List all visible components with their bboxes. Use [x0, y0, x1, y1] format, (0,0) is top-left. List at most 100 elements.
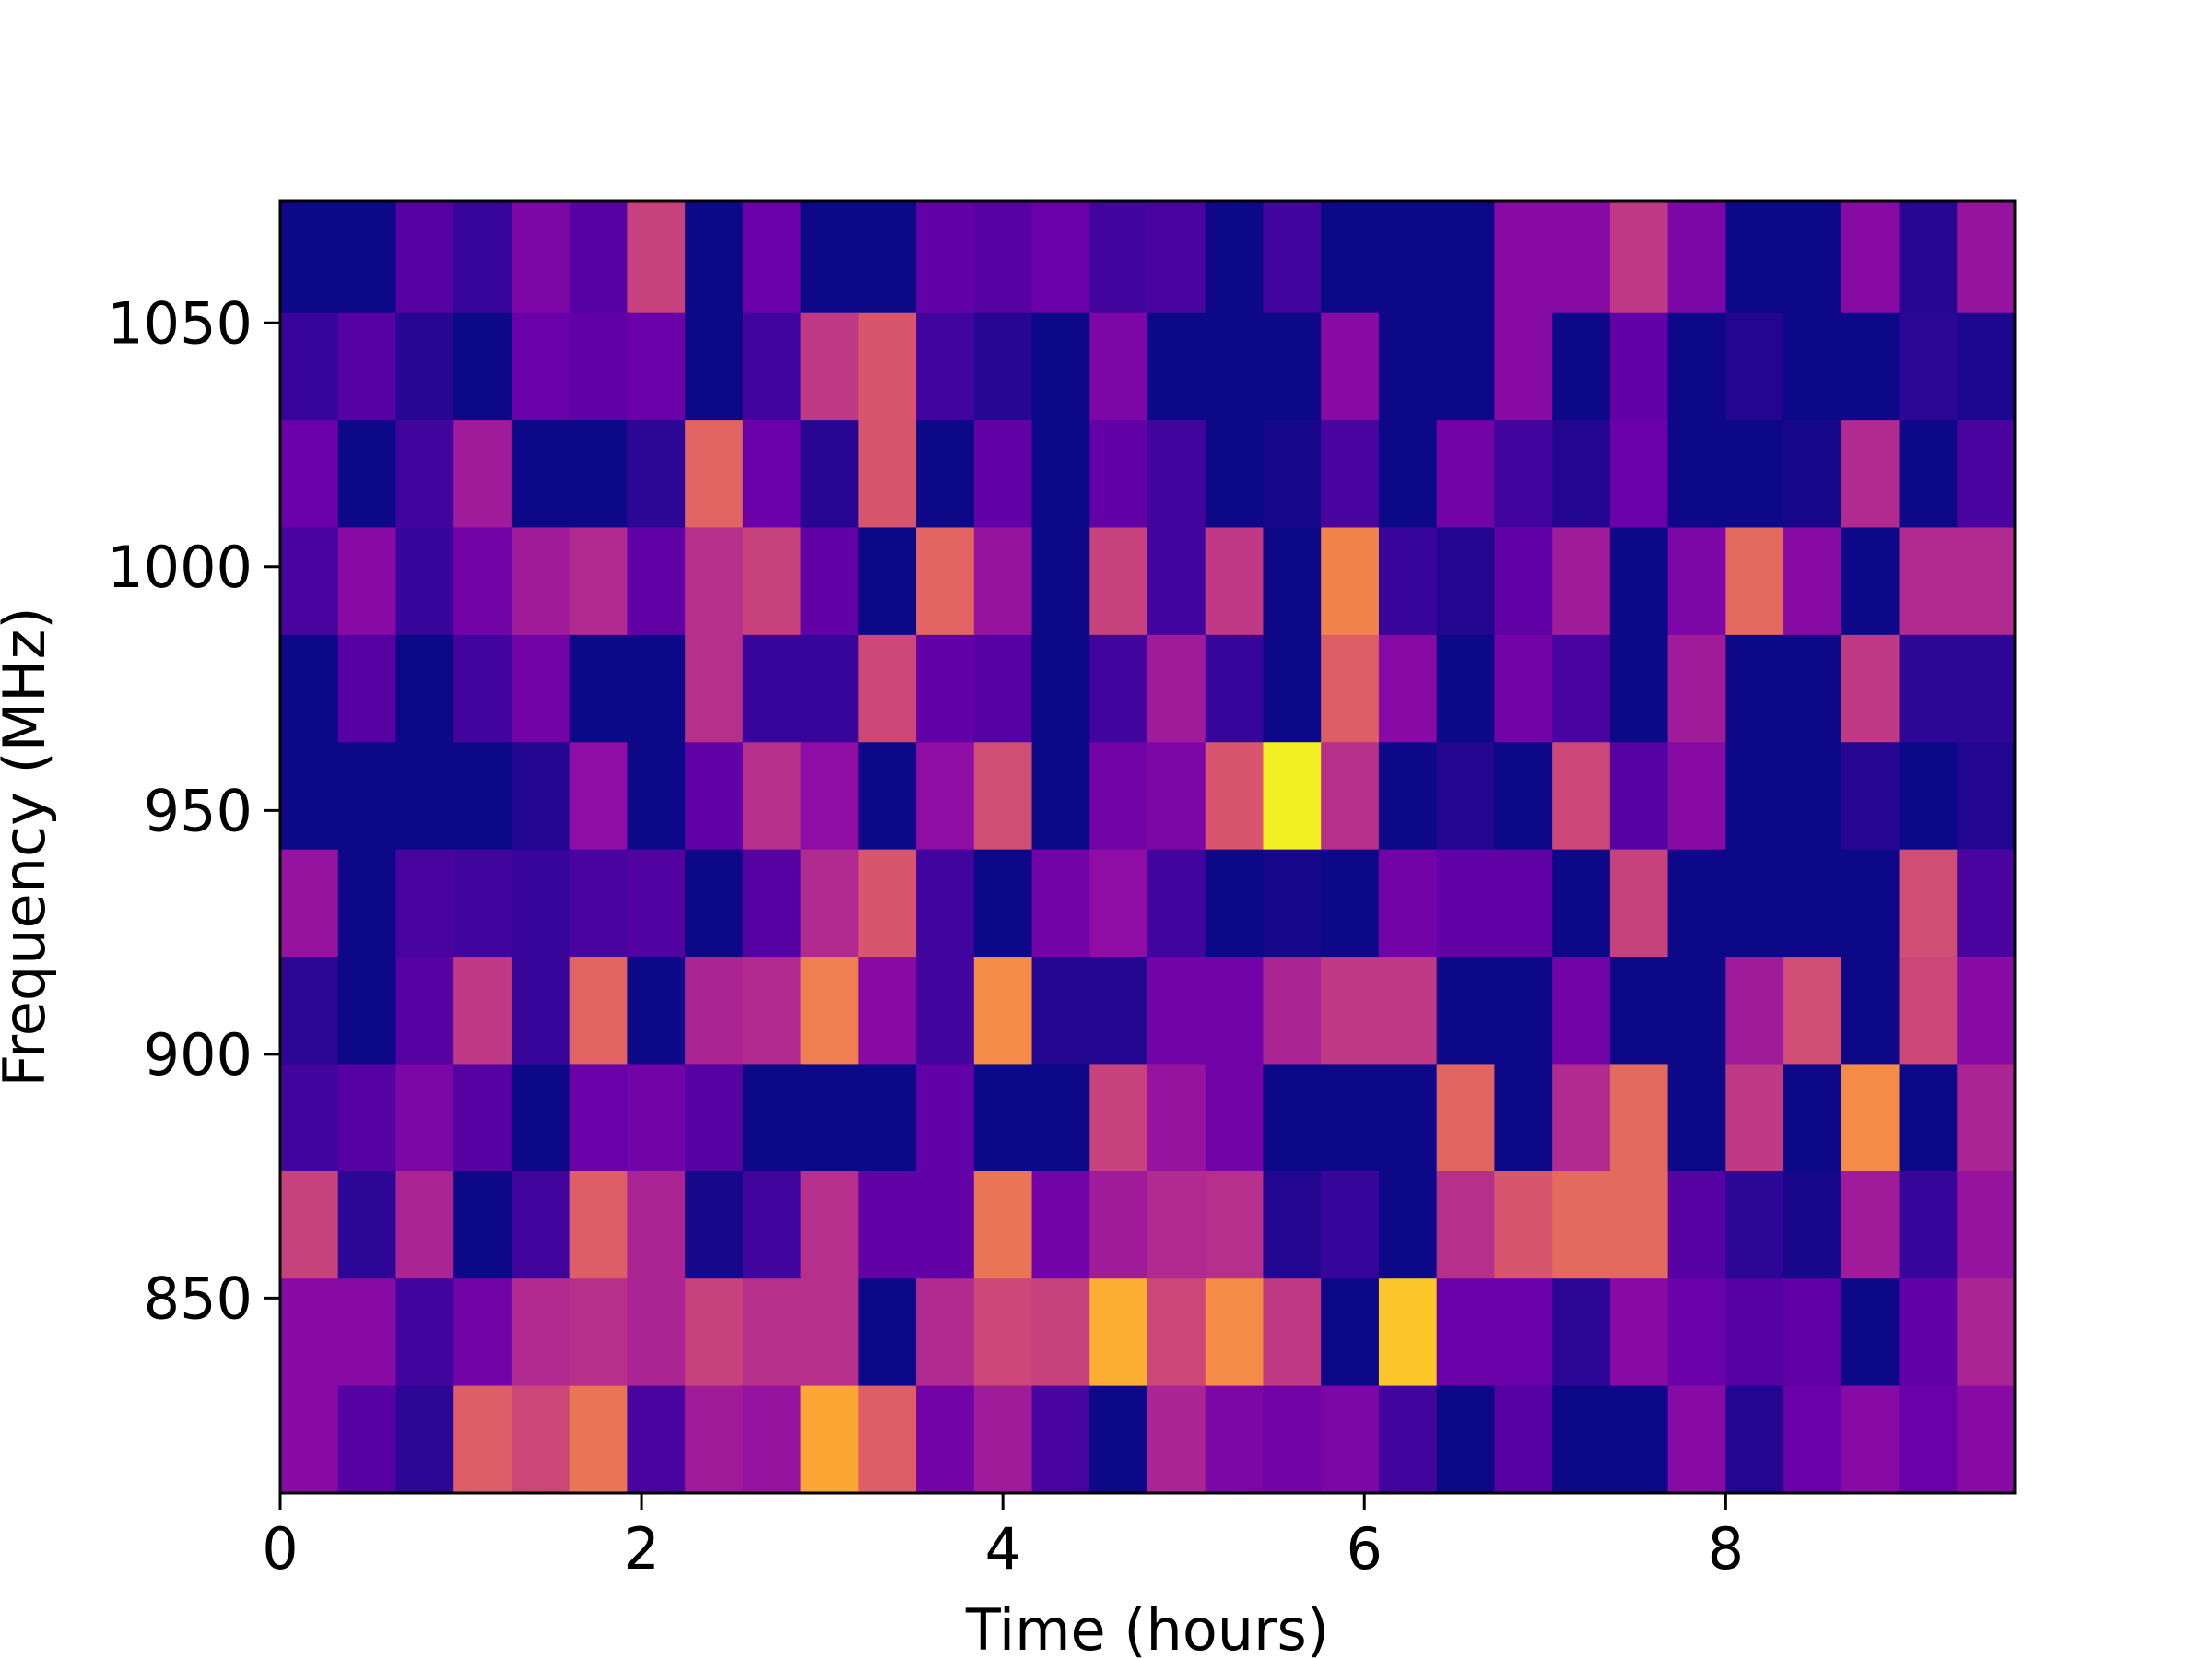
heatmap-cell: [1667, 1171, 1726, 1279]
heatmap-cell: [685, 1171, 744, 1279]
heatmap-cell: [1494, 1385, 1553, 1494]
heatmap-cell: [1725, 957, 1784, 1065]
heatmap-cell: [1783, 1064, 1842, 1172]
heatmap-cell: [1494, 957, 1553, 1065]
heatmap-cell: [1957, 742, 2016, 851]
heatmap-cell: [1378, 849, 1438, 958]
heatmap-cell: [453, 1385, 512, 1494]
heatmap-cell: [1899, 420, 1958, 529]
heatmap-cell: [395, 957, 454, 1065]
heatmap-cell: [1147, 957, 1206, 1065]
heatmap-cell: [742, 420, 802, 529]
heatmap-cell: [1494, 312, 1553, 421]
heatmap-cell: [1783, 1278, 1842, 1387]
heatmap-cell: [395, 1171, 454, 1279]
heatmap-cell: [1667, 1064, 1726, 1172]
heatmap-cell: [1321, 634, 1380, 743]
heatmap-cell: [569, 527, 628, 636]
heatmap-cell: [858, 1171, 917, 1279]
heatmap-cell: [858, 1064, 917, 1172]
heatmap-cell: [280, 201, 339, 314]
heatmap-cell: [858, 1278, 917, 1387]
heatmap-cell: [1147, 420, 1206, 529]
heatmap-cell: [280, 527, 339, 636]
heatmap-cell: [1031, 849, 1090, 958]
heatmap-cell: [1494, 420, 1553, 529]
heatmap-cell: [1436, 1278, 1495, 1387]
heatmap-cell: [1609, 957, 1669, 1065]
heatmap-cell: [1378, 634, 1438, 743]
heatmap-cell: [627, 957, 686, 1065]
heatmap-cell: [1089, 527, 1148, 636]
heatmap-cell: [511, 849, 571, 958]
heatmap-cell: [627, 1385, 686, 1494]
heatmap-cell: [1609, 1385, 1669, 1494]
heatmap-cell: [685, 849, 744, 958]
heatmap-cell: [395, 201, 454, 314]
heatmap-cell: [1089, 420, 1148, 529]
heatmap-cell: [742, 1278, 802, 1387]
heatmap-cell: [1031, 312, 1090, 421]
heatmap-cell: [337, 1171, 397, 1279]
heatmap-cell: [1552, 527, 1611, 636]
heatmap-cell: [1436, 312, 1495, 421]
plot-frame: [278, 199, 2017, 1495]
heatmap-cell: [742, 1064, 802, 1172]
y-axis-label: Frequency (MHz): [0, 606, 58, 1087]
heatmap-cell: [1725, 201, 1784, 314]
heatmap-cell: [511, 201, 571, 314]
heatmap-cell: [800, 1171, 859, 1279]
heatmap-cell: [1783, 849, 1842, 958]
heatmap-cell: [1841, 1385, 1900, 1494]
heatmap-cell: [858, 957, 917, 1065]
heatmap-cell: [1841, 420, 1900, 529]
heatmap-cell: [1263, 420, 1322, 529]
heatmap-cell: [1205, 849, 1265, 958]
heatmap-cell: [1494, 742, 1553, 851]
x-tick-label: 2: [623, 1515, 659, 1583]
heatmap-cell: [1725, 1171, 1784, 1279]
heatmap-cell: [1263, 1171, 1322, 1279]
heatmap-cell: [453, 742, 512, 851]
heatmap-cell: [742, 312, 802, 421]
heatmap-cell: [1609, 1171, 1669, 1279]
heatmap-cell: [1436, 527, 1495, 636]
heatmap-cell: [337, 742, 397, 851]
heatmap-cell: [1899, 1385, 1958, 1494]
heatmap-cell: [1725, 1385, 1784, 1494]
heatmap-cell: [1263, 1064, 1322, 1172]
heatmap-cell: [1552, 634, 1611, 743]
heatmap-cell: [685, 957, 744, 1065]
heatmap-cell: [1609, 634, 1669, 743]
heatmap-cell: [1841, 527, 1900, 636]
heatmap-cell: [280, 420, 339, 529]
heatmap-cell: [1205, 742, 1265, 851]
heatmap-cell: [1667, 1278, 1726, 1387]
heatmap-cell: [858, 742, 917, 851]
heatmap-cell: [916, 420, 975, 529]
heatmap-cell: [1321, 201, 1380, 314]
heatmap-cell: [685, 312, 744, 421]
heatmap-cell: [1667, 742, 1726, 851]
heatmap-cell: [1899, 849, 1958, 958]
heatmap-cell: [1436, 1385, 1495, 1494]
heatmap-cell: [1205, 527, 1265, 636]
heatmap-cell: [916, 1278, 975, 1387]
heatmap-cell: [916, 1385, 975, 1494]
heatmap-cell: [1957, 201, 2016, 314]
heatmap-cell: [569, 1385, 628, 1494]
heatmap-cell: [1147, 849, 1206, 958]
heatmap-cell: [1783, 957, 1842, 1065]
heatmap-cell: [1783, 1385, 1842, 1494]
heatmap-cell: [569, 201, 628, 314]
heatmap-cell: [1436, 201, 1495, 314]
heatmap-cell: [1263, 1278, 1322, 1387]
heatmap-cell: [453, 1064, 512, 1172]
heatmap-cell: [1089, 201, 1148, 314]
heatmap-cell: [1089, 1278, 1148, 1387]
y-tick-label: 1050: [107, 289, 253, 357]
heatmap-cell: [742, 849, 802, 958]
heatmap-cell: [973, 1385, 1033, 1494]
heatmap-cell: [511, 527, 571, 636]
heatmap-cell: [511, 634, 571, 743]
